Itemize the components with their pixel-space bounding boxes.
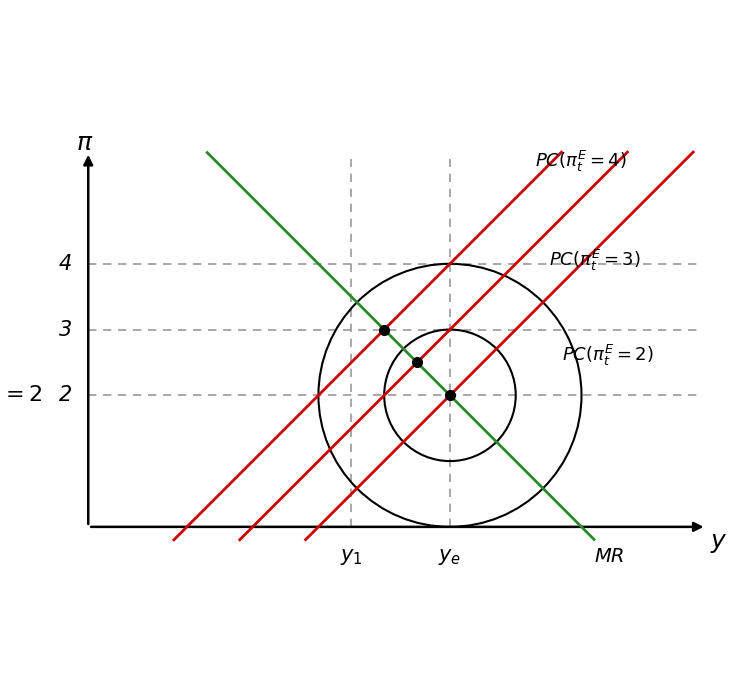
Text: $y$: $y$ — [710, 531, 728, 555]
Text: $y_1$: $y_1$ — [340, 547, 362, 567]
Text: $= 2$: $= 2$ — [1, 385, 42, 406]
Text: $y_e$: $y_e$ — [438, 547, 462, 567]
Text: $PC(\pi_t^E = 4)$: $PC(\pi_t^E = 4)$ — [535, 149, 627, 174]
Text: 3: 3 — [59, 320, 72, 340]
Text: MR: MR — [594, 547, 625, 565]
Text: $\pi$: $\pi$ — [76, 131, 94, 155]
Text: 4: 4 — [59, 254, 72, 274]
Text: $PC(\pi_t^E = 2)$: $PC(\pi_t^E = 2)$ — [561, 343, 654, 368]
Text: 2: 2 — [59, 385, 72, 406]
Text: $PC(\pi_t^E = 3)$: $PC(\pi_t^E = 3)$ — [548, 248, 640, 273]
